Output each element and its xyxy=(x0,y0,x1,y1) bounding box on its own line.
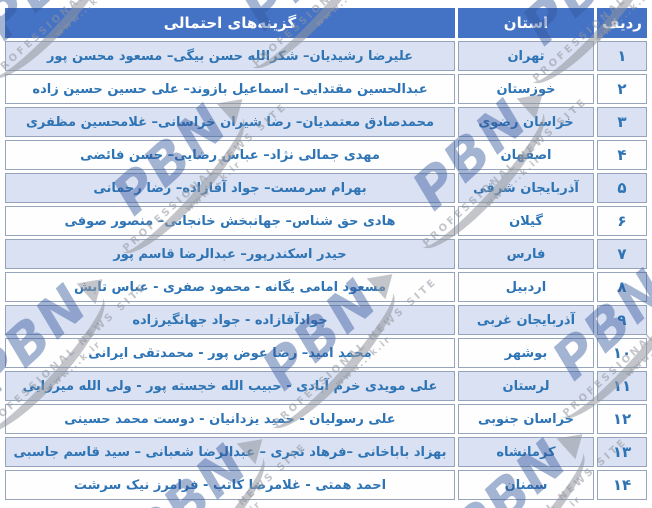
candidates-cell: محمدصادق معتمدیان– رضا شیران خراسانی– غل… xyxy=(5,107,455,137)
candidates-cell: علی رسولیان - حمید یزدانیان - دوست محمد … xyxy=(5,404,455,434)
row-number-cell: ۲ xyxy=(597,74,647,104)
province-cell: لرستان xyxy=(458,371,594,401)
table-row: ۷ فارس حیدر اسکندرپور– عبدالرضا قاسم پور xyxy=(5,239,647,269)
candidates-table: ردیف استان گزینه‌های احتمالی ۱ تهران علیرض… xyxy=(2,5,650,503)
row-number-cell: ۵ xyxy=(597,173,647,203)
province-cell: خراسان رضوی xyxy=(458,107,594,137)
province-cell: گیلان xyxy=(458,206,594,236)
candidates-cell: بهزاد باباخانی –فرهاد تجری – عبدالرضا شع… xyxy=(5,437,455,467)
header-row-number: ردیف xyxy=(597,8,647,38)
row-number-cell: ۹ xyxy=(597,305,647,335)
row-number-cell: ۳ xyxy=(597,107,647,137)
table-header: ردیف استان گزینه‌های احتمالی xyxy=(5,8,647,38)
row-number-cell: ۱۲ xyxy=(597,404,647,434)
table-row: ۶ گیلان هادی حق شناس– جهانبخش خانجانی– منص… xyxy=(5,206,647,236)
table-row: ۹ آذربایجان غربی جوادآقازاده - جواد جهانگی… xyxy=(5,305,647,335)
header-province: استان xyxy=(458,8,594,38)
candidates-cell: بهرام سرمست– جواد آقازاده– رضا رحمانی xyxy=(5,173,455,203)
table-row: ۱۲ خراسان جنوبی علی رسولیان - حمید یزدانیا… xyxy=(5,404,647,434)
row-number-cell: ۱۱ xyxy=(597,371,647,401)
province-cell: آذربایجان غربی xyxy=(458,305,594,335)
table-row: ۵ آذربایجان شرقی بهرام سرمست– جواد آقازاده… xyxy=(5,173,647,203)
candidates-cell: مهدی جمالی نژاد– عباس رضایی– حسن فائضی xyxy=(5,140,455,170)
table-body: ۱ تهران علیرضا رشیدیان– شکرالله حسن بیگی– … xyxy=(5,41,647,500)
province-cell: بوشهر xyxy=(458,338,594,368)
table-row: ۱ تهران علیرضا رشیدیان– شکرالله حسن بیگی– … xyxy=(5,41,647,71)
row-number-cell: ۱۳ xyxy=(597,437,647,467)
candidates-cell: محمد امید– رضا عوض پور - محمدتقی ایرانی xyxy=(5,338,455,368)
table-row: ۳ خراسان رضوی محمدصادق معتمدیان– رضا شیران… xyxy=(5,107,647,137)
header-row: ردیف استان گزینه‌های احتمالی xyxy=(5,8,647,38)
province-cell: آذربایجان شرقی xyxy=(458,173,594,203)
province-cell: اردبیل xyxy=(458,272,594,302)
province-cell: اصفهان xyxy=(458,140,594,170)
province-cell: سمنان xyxy=(458,470,594,500)
table-row: ۱۱ لرستان علی مویدی خرم آبادی - حبیب الله … xyxy=(5,371,647,401)
province-cell: فارس xyxy=(458,239,594,269)
table-row: ۸ اردبیل مسعود امامی یگانه - محمود صفری - … xyxy=(5,272,647,302)
table-row: ۱۰ بوشهر محمد امید– رضا عوض پور - محمدتقی … xyxy=(5,338,647,368)
header-candidates: گزینه‌های احتمالی xyxy=(5,8,455,38)
table-row: ۱۴ سمنان احمد همتی - غلامرضا کاتب - فرامرز… xyxy=(5,470,647,500)
table-row: ۴ اصفهان مهدی جمالی نژاد– عباس رضایی– حسن … xyxy=(5,140,647,170)
row-number-cell: ۷ xyxy=(597,239,647,269)
table-row: ۲ خوزستان عبدالحسین مقتدایی– اسماعیل بازون… xyxy=(5,74,647,104)
province-cell: خوزستان xyxy=(458,74,594,104)
candidates-cell: احمد همتی - غلامرضا کاتب - فرامرز نیک سر… xyxy=(5,470,455,500)
candidates-cell: علی مویدی خرم آبادی - حبیب الله خجسته پو… xyxy=(5,371,455,401)
candidates-cell: عبدالحسین مقتدایی– اسماعیل بازوند– علی ح… xyxy=(5,74,455,104)
row-number-cell: ۱ xyxy=(597,41,647,71)
province-cell: خراسان جنوبی xyxy=(458,404,594,434)
candidates-cell: علیرضا رشیدیان– شکرالله حسن بیگی– مسعود … xyxy=(5,41,455,71)
candidates-cell: هادی حق شناس– جهانبخش خانجانی– منصور صوف… xyxy=(5,206,455,236)
table-row: ۱۳ کرمانشاه بهزاد باباخانی –فرهاد تجری – ع… xyxy=(5,437,647,467)
row-number-cell: ۴ xyxy=(597,140,647,170)
row-number-cell: ۶ xyxy=(597,206,647,236)
row-number-cell: ۱۴ xyxy=(597,470,647,500)
candidates-cell: مسعود امامی یگانه - محمود صفری - عباس تا… xyxy=(5,272,455,302)
row-number-cell: ۱۰ xyxy=(597,338,647,368)
province-cell: تهران xyxy=(458,41,594,71)
province-cell: کرمانشاه xyxy=(458,437,594,467)
candidates-cell: حیدر اسکندرپور– عبدالرضا قاسم پور xyxy=(5,239,455,269)
candidates-cell: جوادآقازاده - جواد جهانگیرزاده xyxy=(5,305,455,335)
row-number-cell: ۸ xyxy=(597,272,647,302)
